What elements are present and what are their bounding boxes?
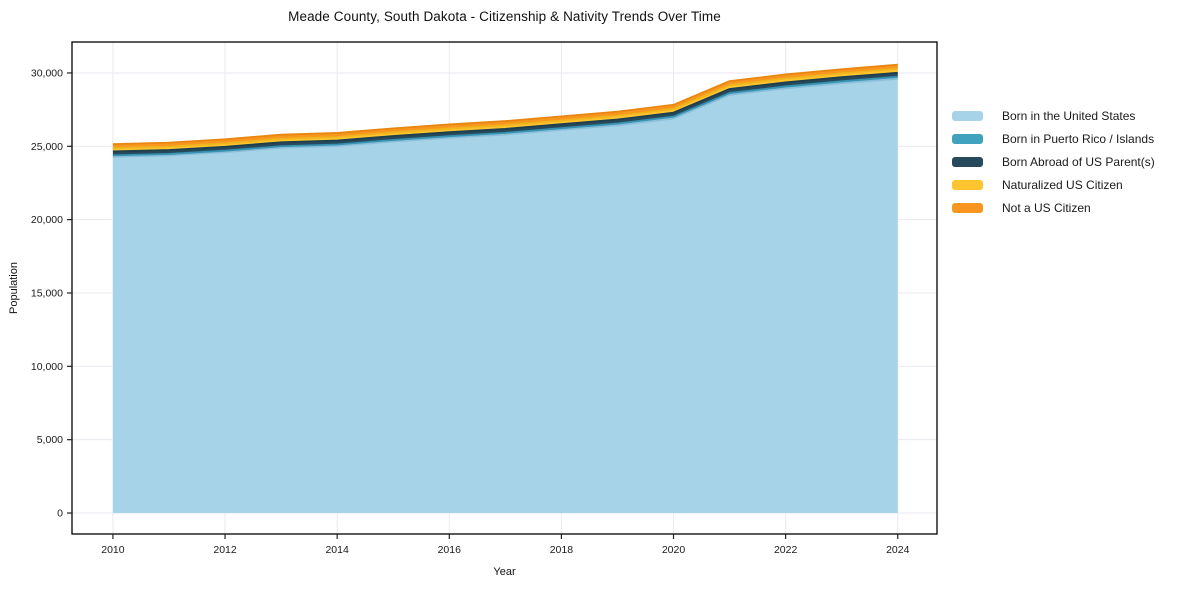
x-tick-label: 2022: [774, 544, 798, 556]
y-tick-label: 10,000: [31, 361, 63, 373]
legend-swatch-icon: [952, 179, 983, 190]
area-band-2: [112, 72, 898, 156]
legend-item-2: Born Abroad of US Parent(s): [952, 150, 1155, 173]
y-tick-label: 0: [57, 508, 63, 520]
legend-label: Naturalized US Citizen: [1002, 177, 1123, 192]
legend-swatch-icon: [952, 133, 983, 144]
x-tick-label: 2018: [550, 544, 574, 556]
legend-swatch-icon: [952, 156, 983, 167]
legend-swatch-icon: [952, 202, 983, 213]
legend-item-1: Born in Puerto Rico / Islands: [952, 127, 1155, 150]
area-band-3: [112, 68, 898, 152]
x-tick-label: 2014: [325, 544, 349, 556]
area-band-0: [112, 78, 898, 514]
legend-item-4: Not a US Citizen: [952, 196, 1155, 219]
y-tick-label: 30,000: [31, 67, 63, 79]
area-edge-2: [112, 71, 898, 153]
plot-frame: [71, 41, 938, 535]
y-tick-label: 20,000: [31, 214, 63, 226]
legend-label: Not a US Citizen: [1002, 200, 1091, 215]
area-edge-3: [112, 67, 898, 149]
legend: Born in the United States Born in Puerto …: [952, 104, 1155, 219]
area-band-4: [112, 64, 898, 149]
x-tick-label: 2010: [101, 544, 125, 556]
legend-label: Born Abroad of US Parent(s): [1002, 154, 1155, 169]
area-edge-4: [112, 63, 898, 145]
area-edge-0: [112, 77, 898, 158]
legend-swatch-icon: [952, 110, 983, 121]
legend-label: Born in the United States: [1002, 108, 1136, 123]
legend-label: Born in Puerto Rico / Islands: [1002, 131, 1155, 146]
chart-title: Meade County, South Dakota - Citizenship…: [288, 9, 721, 24]
x-tick-label: 2012: [213, 544, 237, 556]
x-axis-title: Year: [493, 566, 516, 578]
x-tick-label: 2024: [886, 544, 910, 556]
y-tick-label: 5,000: [37, 434, 63, 446]
y-tick-label: 15,000: [31, 287, 63, 299]
area-edge-1: [112, 75, 898, 157]
y-axis-title: Population: [8, 262, 20, 314]
legend-item-0: Born in the United States: [952, 104, 1155, 127]
y-tick-label: 25,000: [31, 141, 63, 153]
x-tick-label: 2020: [662, 544, 686, 556]
x-tick-label: 2016: [438, 544, 462, 556]
legend-item-3: Naturalized US Citizen: [952, 173, 1155, 196]
